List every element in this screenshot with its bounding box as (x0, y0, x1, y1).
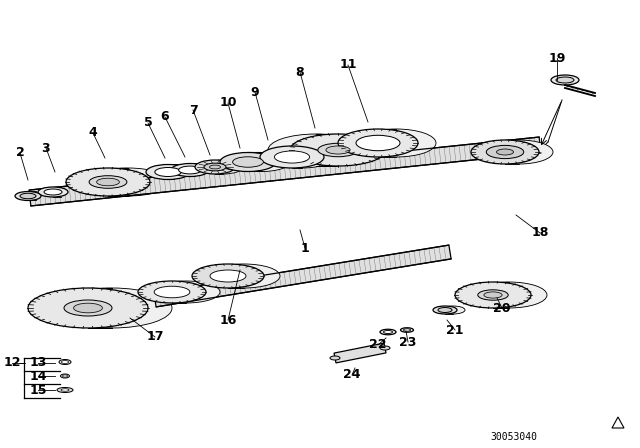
Ellipse shape (61, 374, 70, 378)
Ellipse shape (326, 146, 350, 154)
Ellipse shape (478, 290, 508, 300)
Ellipse shape (441, 306, 465, 314)
Ellipse shape (401, 328, 413, 332)
Polygon shape (334, 343, 386, 363)
Text: 19: 19 (548, 52, 566, 65)
Ellipse shape (455, 282, 531, 308)
Text: 23: 23 (399, 336, 417, 349)
Ellipse shape (290, 134, 386, 166)
Ellipse shape (204, 163, 226, 171)
Ellipse shape (296, 143, 336, 157)
Text: 21: 21 (446, 323, 464, 336)
Ellipse shape (484, 292, 502, 298)
Text: 22: 22 (369, 339, 387, 352)
Text: 14: 14 (29, 370, 47, 383)
Ellipse shape (268, 134, 364, 166)
Ellipse shape (57, 388, 73, 392)
Ellipse shape (203, 160, 243, 174)
Ellipse shape (380, 346, 390, 350)
Ellipse shape (152, 281, 220, 303)
Text: 24: 24 (343, 369, 361, 382)
Ellipse shape (109, 176, 147, 188)
Ellipse shape (20, 193, 36, 199)
Ellipse shape (192, 264, 264, 288)
Ellipse shape (486, 146, 524, 159)
Ellipse shape (270, 146, 334, 168)
Text: 3: 3 (42, 142, 51, 155)
Ellipse shape (179, 166, 202, 174)
Ellipse shape (44, 189, 62, 195)
Ellipse shape (376, 136, 416, 150)
Ellipse shape (232, 157, 264, 167)
Ellipse shape (356, 129, 436, 157)
Text: 4: 4 (88, 126, 97, 139)
Polygon shape (29, 137, 541, 206)
Text: 5: 5 (143, 116, 152, 129)
Text: 9: 9 (251, 86, 259, 99)
Ellipse shape (471, 282, 547, 308)
Ellipse shape (61, 361, 68, 363)
Ellipse shape (383, 331, 392, 333)
Text: 17: 17 (147, 331, 164, 344)
Ellipse shape (318, 143, 358, 157)
Ellipse shape (38, 187, 68, 197)
Ellipse shape (209, 165, 221, 169)
Ellipse shape (63, 375, 67, 377)
Ellipse shape (380, 329, 396, 335)
Ellipse shape (208, 264, 280, 288)
Text: 18: 18 (531, 227, 548, 240)
Ellipse shape (152, 164, 196, 180)
Ellipse shape (66, 168, 150, 196)
Ellipse shape (88, 300, 136, 316)
Text: 2: 2 (15, 146, 24, 159)
Ellipse shape (61, 389, 69, 391)
Text: 20: 20 (493, 302, 511, 314)
Text: 10: 10 (220, 96, 237, 109)
Ellipse shape (146, 164, 190, 180)
Ellipse shape (494, 290, 524, 300)
Text: 12: 12 (3, 357, 20, 370)
Text: 8: 8 (296, 65, 304, 78)
Text: 7: 7 (189, 103, 197, 116)
Ellipse shape (485, 140, 553, 164)
Ellipse shape (86, 168, 170, 196)
Ellipse shape (330, 356, 340, 360)
Text: 11: 11 (339, 59, 356, 72)
Ellipse shape (28, 288, 148, 328)
Ellipse shape (551, 75, 579, 85)
Ellipse shape (138, 281, 206, 303)
Ellipse shape (497, 149, 513, 155)
Ellipse shape (89, 176, 127, 188)
Text: 6: 6 (161, 111, 170, 124)
Ellipse shape (260, 146, 324, 168)
Ellipse shape (403, 329, 410, 331)
Ellipse shape (155, 168, 181, 177)
Ellipse shape (74, 303, 102, 313)
Ellipse shape (338, 129, 418, 157)
Text: 13: 13 (29, 357, 47, 370)
Ellipse shape (64, 300, 112, 316)
Ellipse shape (234, 152, 290, 172)
Ellipse shape (195, 160, 235, 174)
Ellipse shape (356, 135, 400, 151)
Ellipse shape (97, 178, 119, 186)
Ellipse shape (59, 359, 71, 365)
Ellipse shape (154, 286, 190, 298)
Ellipse shape (438, 307, 452, 313)
Ellipse shape (15, 191, 41, 201)
Ellipse shape (52, 288, 172, 328)
Text: 30053040: 30053040 (490, 432, 537, 442)
Ellipse shape (275, 151, 310, 163)
Ellipse shape (471, 140, 539, 164)
Text: 16: 16 (220, 314, 237, 327)
Ellipse shape (556, 77, 574, 83)
Ellipse shape (176, 164, 214, 177)
Ellipse shape (171, 164, 209, 177)
Ellipse shape (433, 306, 457, 314)
Ellipse shape (210, 270, 246, 282)
Text: 15: 15 (29, 383, 47, 396)
Text: 1: 1 (301, 241, 309, 254)
Ellipse shape (220, 152, 276, 172)
Polygon shape (154, 245, 451, 307)
